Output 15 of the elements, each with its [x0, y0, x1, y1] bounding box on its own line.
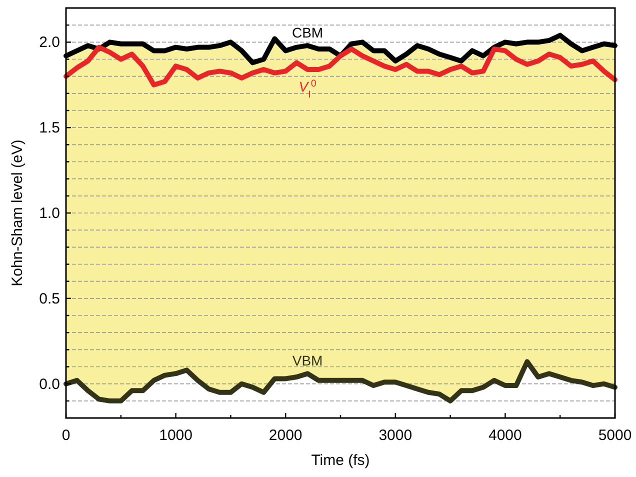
x-axis-title: Time (fs) — [311, 452, 370, 469]
x-tick-label: 0 — [62, 427, 70, 444]
y-tick-label: 2.0 — [39, 34, 60, 52]
y-tick-label: 1.0 — [39, 205, 60, 222]
series-label: VBM — [292, 352, 323, 369]
y-tick-label: 0.5 — [39, 290, 60, 308]
y-axis-title: Kohn-Sham level (eV) — [9, 140, 26, 286]
x-tick-label: 1000 — [159, 427, 192, 444]
y-tick-label: 0.0 — [39, 376, 60, 393]
series-label: CBM — [292, 24, 324, 41]
x-tick-label: 5000 — [598, 427, 632, 444]
x-tick-label: 2000 — [268, 427, 302, 444]
y-tick-label: 1.5 — [39, 120, 60, 137]
x-tick-label: 4000 — [488, 427, 522, 444]
x-tick-label: 3000 — [378, 427, 412, 444]
